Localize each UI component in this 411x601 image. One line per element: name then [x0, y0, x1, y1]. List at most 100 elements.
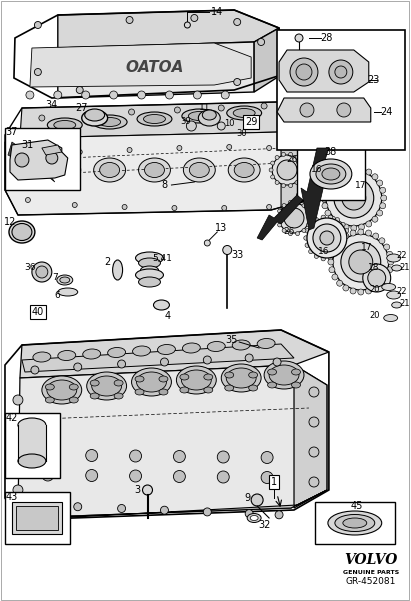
- Circle shape: [177, 145, 182, 150]
- Circle shape: [336, 221, 342, 227]
- Circle shape: [282, 204, 286, 207]
- Text: 37: 37: [6, 127, 18, 137]
- Bar: [297, 148, 365, 200]
- Circle shape: [13, 395, 23, 405]
- Circle shape: [299, 185, 303, 189]
- Circle shape: [302, 228, 306, 233]
- Ellipse shape: [42, 376, 82, 404]
- Ellipse shape: [387, 254, 401, 262]
- Text: 23: 23: [367, 75, 380, 85]
- Text: 13: 13: [215, 223, 227, 233]
- Circle shape: [377, 180, 383, 186]
- Bar: [5, 128, 80, 190]
- Ellipse shape: [139, 258, 160, 268]
- Polygon shape: [281, 122, 319, 210]
- Circle shape: [275, 156, 279, 159]
- Circle shape: [223, 245, 232, 254]
- Circle shape: [379, 238, 385, 244]
- Circle shape: [234, 79, 241, 85]
- Ellipse shape: [99, 118, 120, 126]
- Circle shape: [84, 112, 90, 118]
- Circle shape: [314, 218, 319, 222]
- Circle shape: [321, 215, 326, 219]
- Circle shape: [31, 501, 39, 509]
- Circle shape: [143, 485, 152, 495]
- Ellipse shape: [132, 368, 171, 396]
- Circle shape: [110, 91, 118, 99]
- Circle shape: [42, 469, 54, 481]
- Circle shape: [35, 22, 42, 28]
- Circle shape: [77, 150, 82, 154]
- Polygon shape: [10, 140, 68, 180]
- Ellipse shape: [136, 372, 166, 392]
- Circle shape: [309, 249, 313, 254]
- Ellipse shape: [264, 361, 304, 389]
- Polygon shape: [279, 50, 369, 92]
- Circle shape: [387, 251, 393, 257]
- Circle shape: [282, 183, 286, 188]
- Circle shape: [126, 16, 133, 23]
- Ellipse shape: [159, 376, 168, 382]
- Ellipse shape: [92, 115, 127, 129]
- Circle shape: [251, 494, 263, 506]
- Circle shape: [13, 455, 23, 465]
- Circle shape: [118, 360, 126, 368]
- Circle shape: [42, 449, 54, 461]
- Circle shape: [172, 206, 177, 210]
- Circle shape: [335, 218, 339, 222]
- Ellipse shape: [183, 158, 215, 182]
- Ellipse shape: [247, 513, 261, 522]
- Circle shape: [343, 224, 349, 230]
- Circle shape: [329, 160, 334, 164]
- Ellipse shape: [135, 389, 144, 395]
- Circle shape: [218, 105, 224, 111]
- Circle shape: [332, 274, 338, 280]
- Ellipse shape: [153, 300, 169, 310]
- Ellipse shape: [85, 109, 105, 121]
- Circle shape: [358, 224, 365, 230]
- Ellipse shape: [49, 158, 81, 182]
- Circle shape: [290, 58, 318, 86]
- Circle shape: [138, 91, 145, 99]
- Circle shape: [122, 204, 127, 210]
- Circle shape: [82, 91, 90, 99]
- Ellipse shape: [328, 511, 382, 535]
- Circle shape: [373, 233, 379, 239]
- Circle shape: [358, 289, 364, 295]
- Circle shape: [279, 203, 309, 233]
- Circle shape: [295, 180, 299, 185]
- Ellipse shape: [141, 266, 159, 274]
- Ellipse shape: [226, 368, 256, 388]
- Ellipse shape: [181, 370, 211, 390]
- Polygon shape: [58, 42, 254, 98]
- Ellipse shape: [45, 397, 54, 403]
- Circle shape: [338, 171, 343, 175]
- Ellipse shape: [55, 162, 75, 177]
- Circle shape: [296, 200, 300, 204]
- Ellipse shape: [335, 514, 375, 531]
- Ellipse shape: [92, 376, 122, 396]
- Ellipse shape: [57, 275, 73, 285]
- Bar: [12, 502, 62, 534]
- Text: 5,41: 5,41: [152, 254, 172, 263]
- Circle shape: [337, 238, 343, 244]
- Polygon shape: [22, 344, 294, 372]
- Ellipse shape: [322, 168, 340, 180]
- Polygon shape: [8, 142, 55, 182]
- Text: 32: 32: [258, 520, 270, 530]
- Circle shape: [160, 506, 169, 514]
- Ellipse shape: [268, 369, 277, 375]
- Circle shape: [366, 221, 372, 227]
- Circle shape: [358, 229, 364, 235]
- Text: 6: 6: [54, 291, 60, 300]
- Text: 24: 24: [381, 107, 393, 117]
- Ellipse shape: [159, 389, 168, 395]
- Circle shape: [222, 206, 227, 210]
- Circle shape: [278, 223, 282, 227]
- Circle shape: [365, 288, 372, 294]
- Circle shape: [129, 109, 134, 115]
- Ellipse shape: [33, 352, 51, 362]
- Text: 22: 22: [396, 287, 407, 296]
- Circle shape: [309, 477, 319, 487]
- Circle shape: [346, 236, 350, 240]
